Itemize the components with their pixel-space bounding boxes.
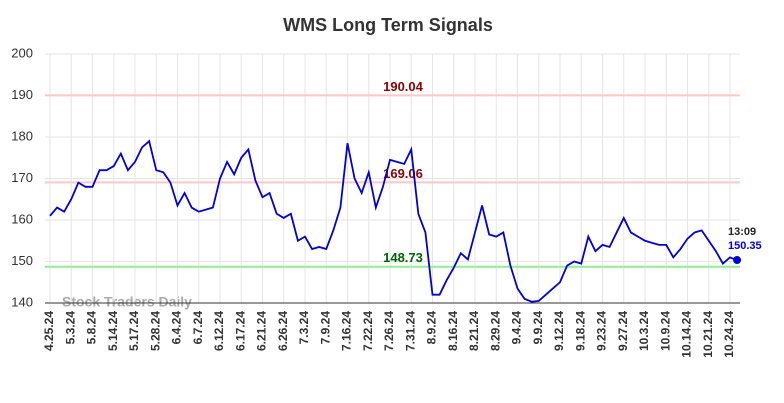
x-tick-label: 7.3.24 — [297, 311, 311, 345]
x-tick-label: 10.24.24 — [722, 311, 736, 358]
y-tick-label: 200 — [11, 45, 33, 60]
x-tick-label: 8.29.24 — [488, 311, 502, 351]
x-tick-label: 7.9.24 — [318, 311, 332, 345]
x-tick-label: 7.16.24 — [340, 311, 354, 351]
chart-title: WMS Long Term Signals — [283, 15, 493, 35]
x-tick-label: 5.28.24 — [148, 311, 162, 351]
x-tick-label: 8.21.24 — [467, 311, 481, 351]
x-tick-label: 9.12.24 — [552, 311, 566, 351]
x-tick-label: 6.17.24 — [233, 311, 247, 351]
signal-label: 169.06 — [383, 166, 423, 181]
y-tick-label: 170 — [11, 170, 33, 185]
x-tick-label: 6.21.24 — [255, 311, 269, 351]
last-time: 13:09 — [728, 226, 756, 238]
x-tick-label: 5.8.24 — [85, 311, 99, 345]
x-tick-label: 9.9.24 — [531, 311, 545, 345]
x-tick-label: 6.12.24 — [212, 311, 226, 351]
signal-label: 190.04 — [383, 79, 424, 94]
x-tick-label: 9.23.24 — [595, 311, 609, 351]
y-tick-label: 180 — [11, 128, 33, 143]
x-tick-label: 8.9.24 — [425, 311, 439, 345]
x-tick-label: 5.17.24 — [127, 311, 141, 351]
x-tick-label: 6.7.24 — [191, 311, 205, 345]
last-value: 150.35 — [728, 240, 762, 252]
x-tick-label: 9.18.24 — [573, 311, 587, 351]
y-tick-label: 150 — [11, 253, 33, 268]
x-tick-label: 7.22.24 — [361, 311, 375, 351]
y-tick-label: 140 — [11, 294, 33, 309]
y-tick-label: 160 — [11, 211, 33, 226]
x-tick-label: 4.25.24 — [42, 311, 56, 351]
watermark: Stock Traders Daily — [62, 294, 192, 310]
x-tick-label: 9.27.24 — [616, 311, 630, 351]
x-tick-label: 8.16.24 — [446, 311, 460, 351]
x-tick-label: 9.4.24 — [510, 311, 524, 345]
x-tick-label: 7.31.24 — [403, 311, 417, 351]
y-tick-label: 190 — [11, 87, 33, 102]
x-tick-label: 10.14.24 — [680, 311, 694, 358]
last-point — [733, 256, 742, 265]
x-tick-label: 10.9.24 — [658, 311, 672, 351]
x-tick-label: 5.3.24 — [63, 311, 77, 345]
x-tick-label: 7.26.24 — [382, 311, 396, 351]
x-tick-label: 5.14.24 — [106, 311, 120, 351]
x-tick-label: 6.4.24 — [170, 311, 184, 345]
signal-label: 148.73 — [383, 250, 423, 265]
x-tick-label: 10.21.24 — [701, 311, 715, 358]
price-line — [49, 139, 738, 303]
x-tick-label: 10.3.24 — [637, 311, 651, 351]
x-tick-label: 6.26.24 — [276, 311, 290, 351]
